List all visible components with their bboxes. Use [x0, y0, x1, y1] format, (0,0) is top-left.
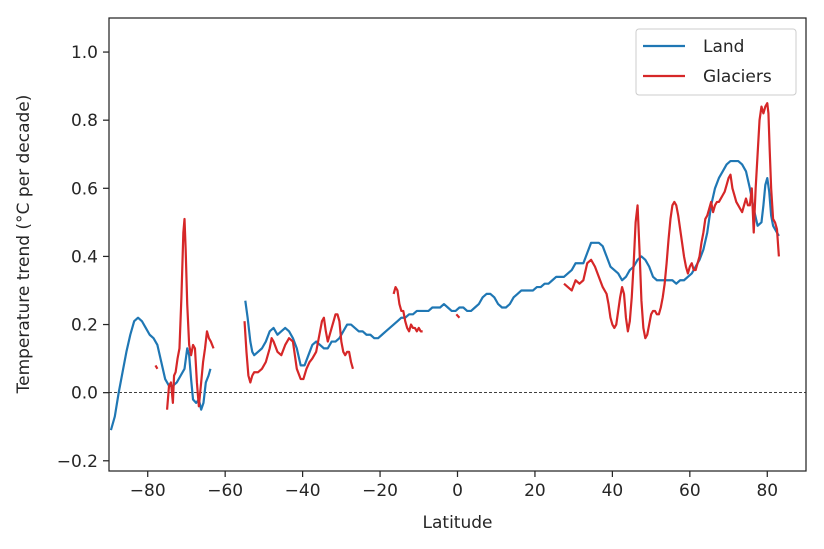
y-axis-ticks: −0.2 0.0 0.2 0.4 0.6 0.8 1.0	[57, 43, 109, 472]
y-tick-label: −0.2	[57, 452, 98, 472]
x-axis-ticks: −80 −60 −40 −20 0 20 40 60 80	[130, 471, 778, 501]
series-glaciers-line-segment-1	[165, 217, 215, 410]
series-glaciers-line-segment-3	[392, 285, 423, 333]
series-glaciers-line-segment-0	[154, 364, 159, 370]
legend: Land Glaciers	[635, 28, 797, 96]
series-group	[109, 102, 780, 431]
x-tick-label: −60	[207, 481, 243, 501]
x-tick-label: 40	[602, 481, 624, 501]
series-glaciers-line-segment-2	[243, 313, 355, 384]
x-tick-label: −80	[130, 481, 166, 501]
x-tick-label: −40	[285, 481, 321, 501]
x-tick-label: 0	[452, 481, 463, 501]
y-axis-label: Temperature trend (°C per decade)	[14, 95, 34, 395]
y-tick-label: 0.6	[71, 179, 98, 199]
legend-label-glaciers: Glaciers	[703, 67, 772, 87]
x-tick-label: 80	[756, 481, 778, 501]
x-tick-label: 60	[679, 481, 701, 501]
x-tick-label: −20	[362, 481, 398, 501]
legend-label-land: Land	[703, 37, 744, 57]
x-axis-label: Latitude	[423, 513, 493, 533]
y-tick-label: 0.2	[71, 316, 98, 336]
y-tick-label: 0.8	[71, 111, 98, 131]
y-tick-label: 1.0	[71, 43, 98, 63]
series-glaciers-line-segment-5	[563, 102, 780, 340]
y-tick-label: 0.0	[71, 384, 98, 404]
series-glaciers-line-segment-4	[455, 313, 461, 319]
y-tick-label: 0.4	[71, 247, 98, 267]
x-tick-label: 20	[524, 481, 546, 501]
